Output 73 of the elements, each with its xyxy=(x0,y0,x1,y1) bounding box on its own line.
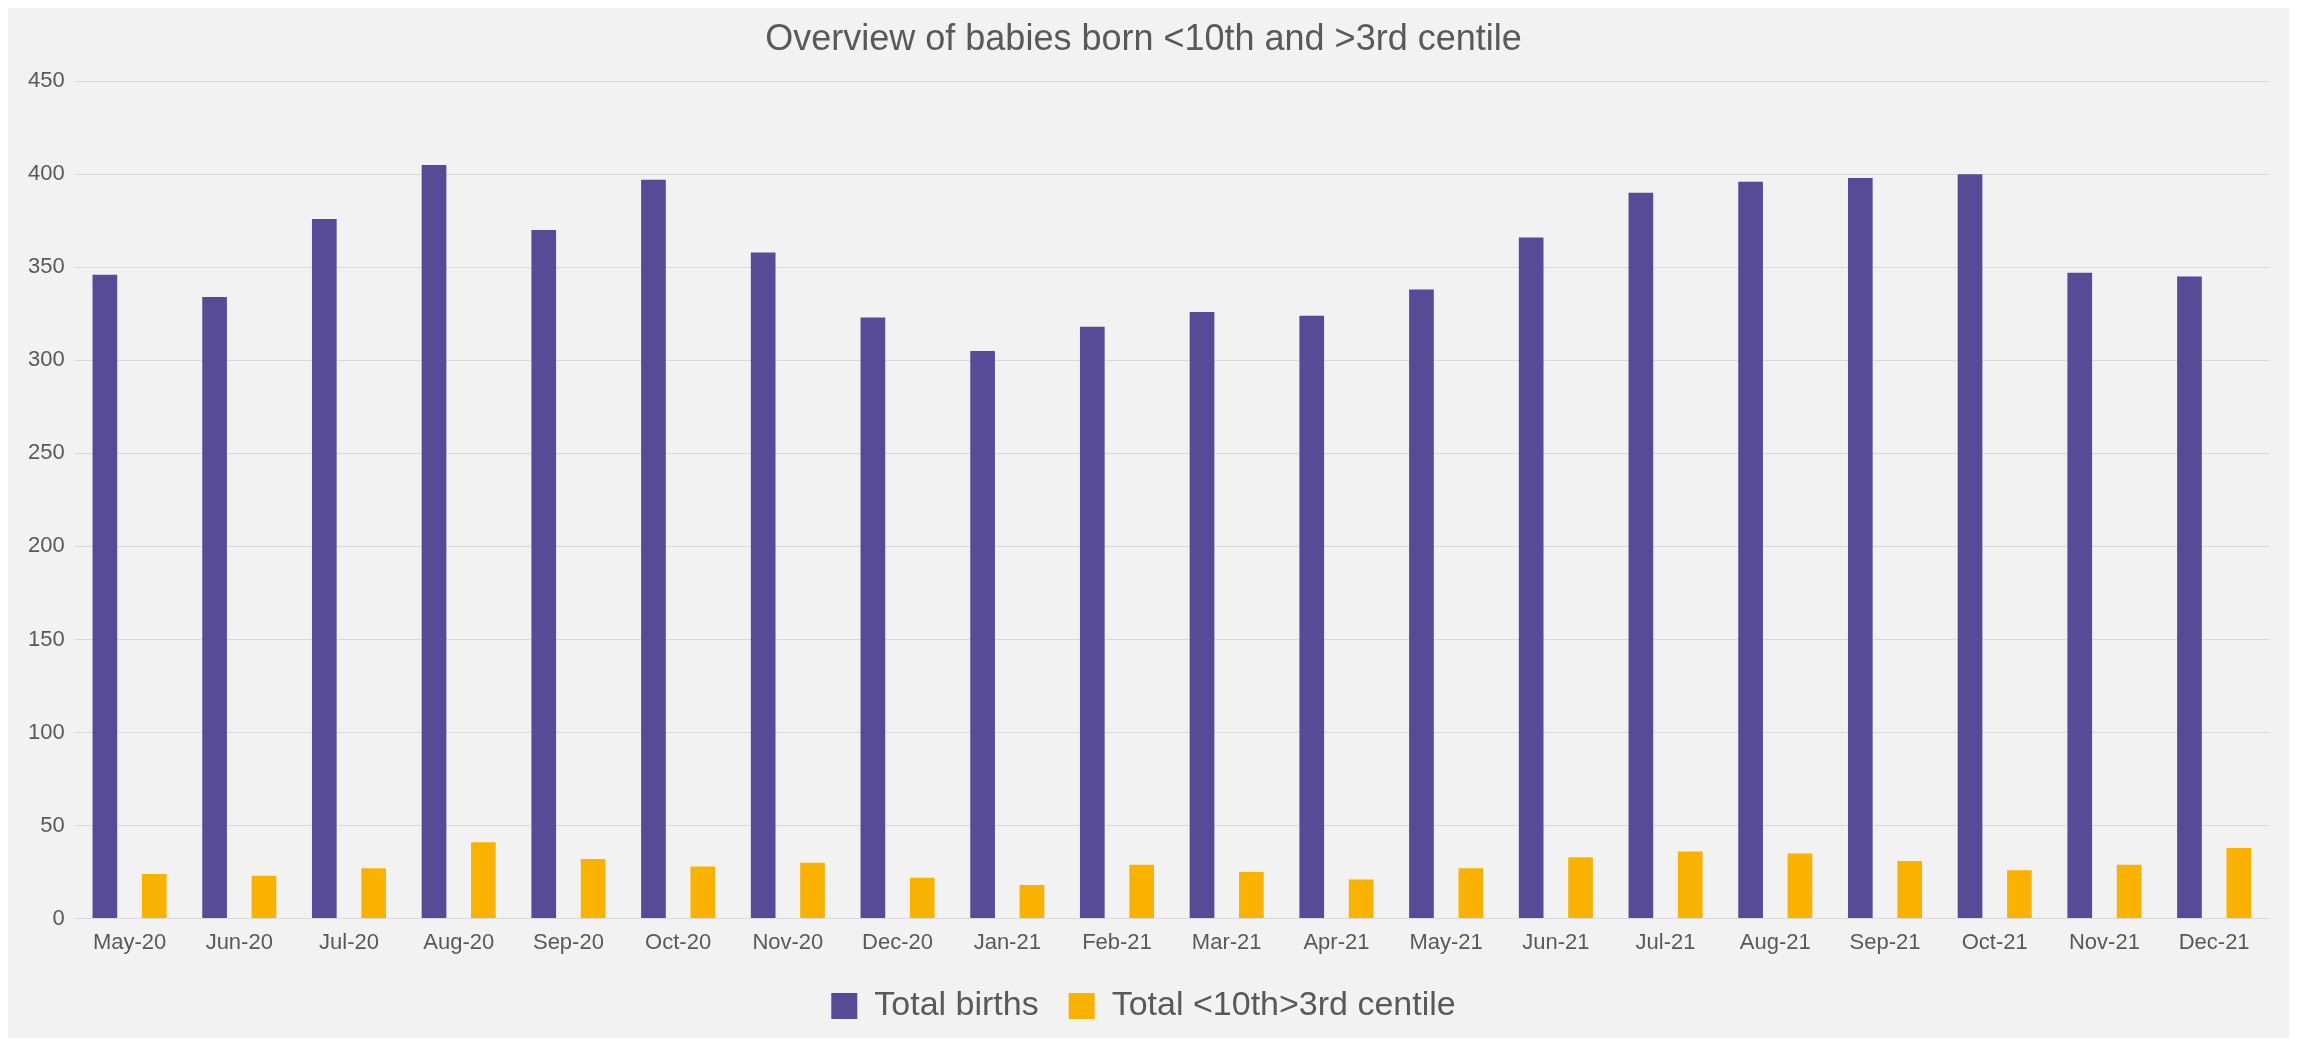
bar xyxy=(909,877,935,919)
x-tick-label: Jun-20 xyxy=(205,928,273,954)
bar xyxy=(1628,192,1654,919)
x-tick-label: Aug-20 xyxy=(423,928,495,954)
y-tick-label: 50 xyxy=(40,811,65,837)
y-tick-label: 450 xyxy=(27,67,65,93)
x-tick-label: Nov-20 xyxy=(752,928,824,954)
bar xyxy=(141,873,167,919)
y-tick-label: 300 xyxy=(27,346,65,372)
bar xyxy=(800,862,825,919)
bar xyxy=(1518,237,1544,919)
bar xyxy=(251,875,277,919)
y-tick-label: 250 xyxy=(27,439,65,465)
x-tick-label: Feb-21 xyxy=(1082,928,1152,954)
bar xyxy=(970,351,995,919)
bar xyxy=(2177,276,2202,919)
bar xyxy=(1957,174,1983,919)
x-tick-label: Oct-21 xyxy=(1961,928,2028,954)
x-tick-label: Oct-20 xyxy=(645,928,712,954)
x-tick-label: Jan-21 xyxy=(973,928,1041,954)
y-tick-label: 350 xyxy=(27,253,65,279)
bar xyxy=(1129,864,1155,919)
bar xyxy=(2007,870,2032,919)
x-tick-label: Jul-20 xyxy=(319,928,379,954)
legend-label: Total <10th>3rd centile xyxy=(1111,984,1456,1023)
bar xyxy=(2116,864,2142,919)
x-tick-label: Dec-20 xyxy=(862,928,934,954)
x-tick-label: Sep-21 xyxy=(1849,928,1921,954)
bar xyxy=(1677,851,1703,919)
bar xyxy=(471,842,496,919)
bar xyxy=(1348,879,1374,919)
bar xyxy=(1299,315,1325,919)
bar xyxy=(1787,853,1813,919)
bar xyxy=(92,274,118,919)
bar xyxy=(361,868,387,919)
bar xyxy=(1458,868,1484,919)
bar xyxy=(311,218,337,919)
y-tick-label: 150 xyxy=(27,625,65,651)
bar xyxy=(1019,885,1045,919)
bar xyxy=(1079,326,1105,919)
bar xyxy=(1568,857,1593,919)
bar xyxy=(2226,847,2252,919)
y-tick-label: 200 xyxy=(27,532,65,558)
bar xyxy=(641,179,666,919)
bar xyxy=(860,317,886,919)
bar xyxy=(421,164,447,919)
x-tick-label: May-21 xyxy=(1409,928,1483,954)
x-tick-label: Dec-21 xyxy=(2178,928,2250,954)
bar xyxy=(1738,181,1763,919)
x-tick-label: Sep-20 xyxy=(532,928,604,954)
y-tick-label: 0 xyxy=(52,904,65,930)
bar xyxy=(1239,872,1264,919)
x-tick-label: May-20 xyxy=(92,928,167,954)
bar xyxy=(580,859,606,919)
y-tick-label: 400 xyxy=(27,160,65,186)
bar xyxy=(1409,289,1434,919)
bar xyxy=(202,297,227,919)
x-tick-label: Mar-21 xyxy=(1191,928,1262,954)
y-tick-label: 100 xyxy=(27,718,65,744)
x-tick-label: Jul-21 xyxy=(1635,928,1696,954)
bar xyxy=(1847,177,1873,919)
bar xyxy=(2067,272,2093,919)
x-tick-label: Apr-21 xyxy=(1303,928,1370,954)
bar xyxy=(750,252,776,919)
x-tick-label: Nov-21 xyxy=(2068,928,2140,954)
bar xyxy=(531,230,557,919)
chart-title: Overview of babies born <10th and >3rd centile xyxy=(765,16,1522,58)
bar xyxy=(690,866,716,919)
x-tick-label: Aug-21 xyxy=(1739,928,1811,954)
legend-label: Total births xyxy=(874,984,1039,1023)
x-tick-label: Jun-21 xyxy=(1522,928,1590,954)
bar xyxy=(1897,860,1923,919)
bar xyxy=(1189,311,1215,919)
